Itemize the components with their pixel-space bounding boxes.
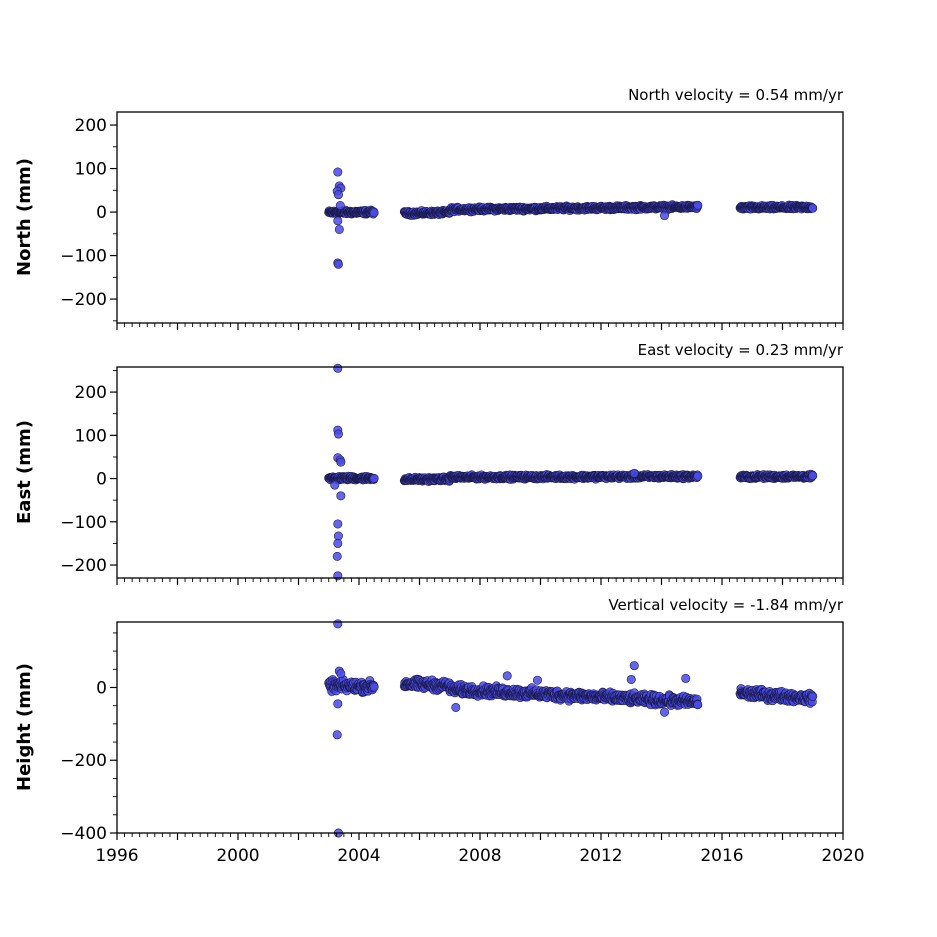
outlier-point (532, 675, 542, 685)
x-tick-label: 2008 (458, 846, 501, 866)
outlier-point (333, 190, 343, 200)
outlier-point (333, 519, 343, 529)
outlier-point (336, 491, 346, 501)
outlier-point (681, 673, 691, 683)
outlier-point (333, 216, 343, 226)
east-panel: East velocity = 0.23 mm/yr East (mm) −20… (14, 341, 844, 585)
y-tick-label: 100 (75, 160, 107, 180)
y-tick-label: −100 (60, 247, 107, 267)
data-point (369, 682, 379, 692)
outlier-point (336, 457, 346, 467)
x-tick-label: 2016 (700, 846, 743, 866)
data-point (369, 473, 379, 483)
outlier-point (335, 201, 345, 211)
outlier-point (333, 538, 343, 548)
height-points (324, 619, 818, 838)
data-point (693, 471, 703, 481)
north-panel-title: North velocity = 0.54 mm/yr (628, 86, 844, 104)
y-tick-label: −200 (60, 290, 107, 310)
outlier-point (333, 259, 343, 269)
outlier-point (332, 730, 342, 740)
y-tick-label: 0 (96, 203, 107, 223)
north-y-axis-label: North (mm) (14, 158, 35, 276)
outlier-point (626, 674, 636, 684)
outlier-point (333, 167, 343, 177)
outlier-point (502, 671, 512, 681)
east-panel-title: East velocity = 0.23 mm/yr (638, 341, 844, 359)
outlier-point (333, 619, 343, 629)
north-panel: North velocity = 0.54 mm/yr North (mm) −… (14, 86, 844, 330)
data-point (369, 208, 379, 218)
outlier-point (629, 661, 639, 671)
height-panel-title: Vertical velocity = -1.84 mm/yr (608, 596, 843, 614)
y-tick-label: 0 (96, 470, 107, 490)
east-y-axis-label: East (mm) (14, 420, 35, 524)
x-tick-label: 2020 (821, 846, 864, 866)
y-tick-label: 100 (75, 426, 107, 446)
x-tick-label: 2012 (579, 846, 622, 866)
outlier-point (330, 480, 340, 490)
height-axes: −400 −200 0 1996 2000 2004 2008 2012 2016 2020 (60, 632, 865, 866)
data-point (693, 200, 703, 210)
y-tick-label: 0 (96, 678, 107, 698)
east-plot-frame (116, 366, 844, 579)
y-tick-label: −200 (60, 751, 107, 771)
outlier-point (334, 224, 344, 234)
outlier-point (332, 551, 342, 561)
x-tick-label: 2000 (216, 846, 259, 866)
outlier-point (336, 669, 346, 679)
outlier-point (451, 702, 461, 712)
y-tick-label: 200 (75, 116, 107, 136)
outlier-point (660, 211, 670, 221)
outlier-point (333, 429, 343, 439)
outlier-point (660, 707, 670, 717)
height-panel: Vertical velocity = -1.84 mm/yr Height (… (14, 596, 865, 866)
north-axes: −200 −100 0 100 200 (60, 116, 844, 330)
outlier-point (333, 699, 343, 709)
outlier-point (333, 363, 343, 373)
y-tick-label: −200 (60, 556, 107, 576)
y-tick-label: 200 (75, 383, 107, 403)
data-point (808, 471, 818, 481)
x-tick-label: 1996 (95, 846, 138, 866)
data-point (808, 691, 818, 701)
height-plot-frame (116, 621, 844, 834)
data-point (808, 203, 818, 213)
east-points (324, 363, 818, 581)
x-tick-label: 2004 (337, 846, 380, 866)
north-points (324, 167, 818, 269)
data-point (693, 700, 703, 710)
east-axes: −200 −100 0 100 200 (60, 370, 844, 585)
outlier-point (333, 571, 343, 581)
north-plot-frame (116, 111, 844, 324)
y-tick-label: −400 (60, 824, 107, 844)
outlier-point (629, 468, 639, 478)
y-tick-label: −100 (60, 513, 107, 533)
height-y-axis-label: Height (mm) (14, 663, 35, 791)
